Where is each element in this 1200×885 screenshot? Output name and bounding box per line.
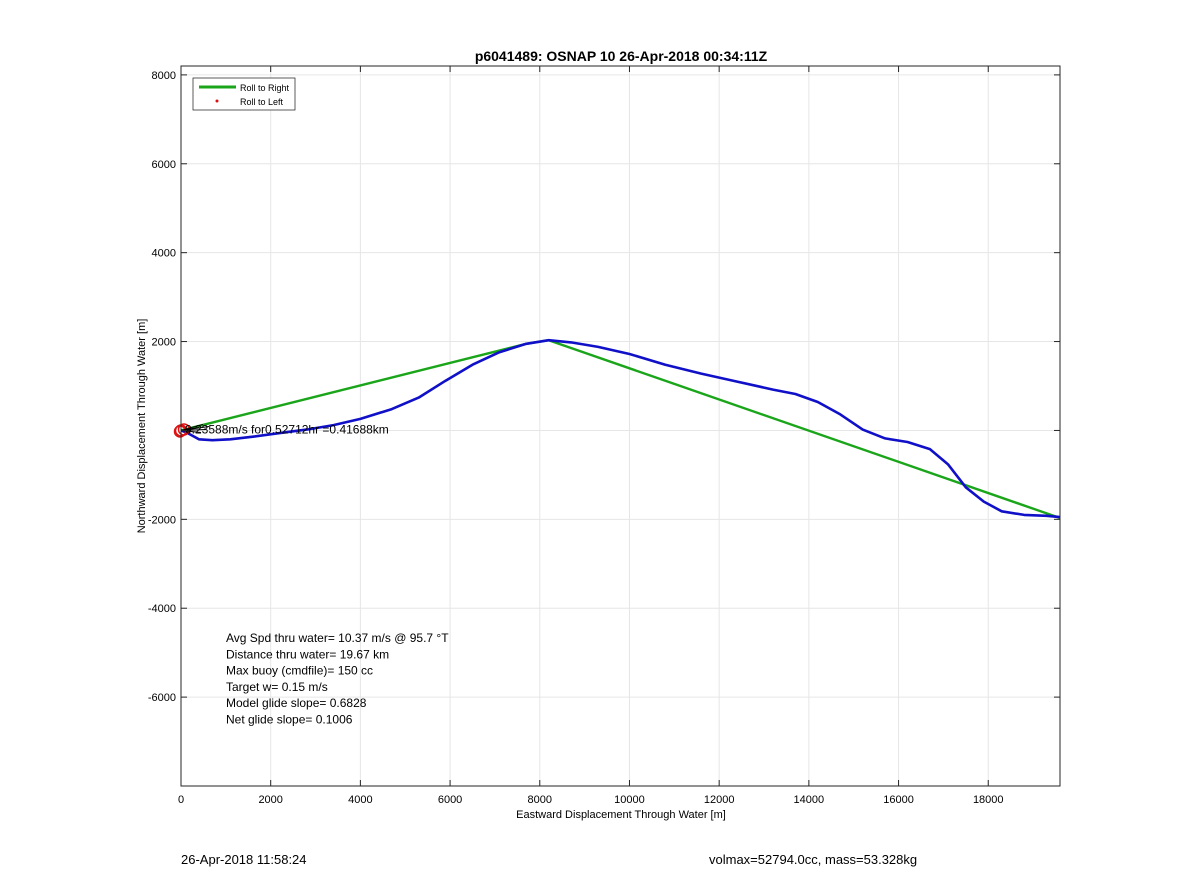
- stats-line: Target w= 0.15 m/s: [226, 680, 328, 694]
- y-axis-label: Northward Displacement Through Water [m]: [136, 319, 148, 534]
- chart-title: p6041489: OSNAP 10 26-Apr-2018 00:34:11Z: [475, 48, 768, 64]
- y-tick-label: -6000: [148, 692, 176, 704]
- x-tick-label: 12000: [704, 794, 735, 806]
- axes: [180, 65, 1061, 787]
- legend-label-left: Roll to Left: [240, 97, 284, 107]
- x-tick-label: 4000: [348, 794, 372, 806]
- y-tick-label: -2000: [148, 514, 176, 526]
- x-tick-label: 8000: [528, 794, 552, 806]
- x-tick-label: 0: [178, 794, 184, 806]
- x-tick-label: 16000: [883, 794, 914, 806]
- stats-block: Avg Spd thru water= 10.37 m/s @ 95.7 °T D…: [226, 631, 449, 727]
- legend-label-right: Roll to Right: [240, 83, 290, 93]
- y-tick-label: -4000: [148, 603, 176, 615]
- series-layer: 0.23588m/s for0.52712hr =0.41688km: [173, 338, 1061, 520]
- x-tick-label: 14000: [794, 794, 825, 806]
- current-vector: [180, 425, 210, 431]
- stats-line: Model glide slope= 0.6828: [226, 696, 367, 710]
- plot-frame: [180, 65, 1061, 787]
- legend-box: [192, 77, 296, 111]
- y-tick-label: 2000: [152, 337, 176, 349]
- x-tick-label: 6000: [438, 794, 462, 806]
- x-axis-label: Eastward Displacement Through Water [m]: [516, 809, 726, 821]
- legend-swatch-left: [215, 99, 219, 103]
- y-tick-label: 6000: [152, 159, 176, 171]
- tick-labels: 0 2000 4000 6000 8000 10000 12000 14000 16000 180…: [148, 70, 1004, 806]
- stats-line: Avg Spd thru water= 10.37 m/s @ 95.7 °T: [226, 631, 449, 645]
- series-line-track: [180, 338, 1061, 519]
- current-annotation: 0.23588m/s for0.52712hr =0.41688km: [185, 422, 389, 436]
- x-tick-label: 18000: [973, 794, 1004, 806]
- legend: Roll to Right Roll to Left: [192, 77, 296, 111]
- start-marker: [173, 425, 187, 438]
- stats-line: Net glide slope= 0.1006: [226, 713, 353, 727]
- x-tick-label: 2000: [258, 794, 282, 806]
- grid: [181, 66, 1060, 786]
- x-tick-label: 10000: [614, 794, 645, 806]
- y-tick-label: 4000: [152, 248, 176, 260]
- footer-vol-mass: volmax=52794.0cc, mass=53.328kg: [709, 852, 918, 867]
- stats-line: Distance thru water= 19.67 km: [226, 647, 389, 661]
- y-tick-label: 8000: [152, 70, 176, 82]
- footer-timestamp: 26-Apr-2018 11:58:24: [181, 852, 307, 867]
- stats-line: Max buoy (cmdfile)= 150 cc: [226, 664, 373, 678]
